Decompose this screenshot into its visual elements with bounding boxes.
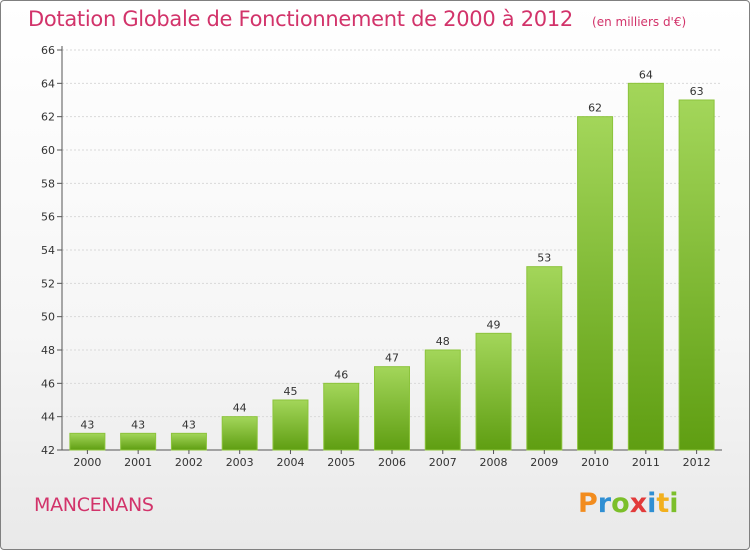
x-tick-label: 2010: [581, 456, 609, 469]
chart-subtitle: (en milliers d'€): [592, 15, 687, 29]
x-tick-label: 2002: [175, 456, 203, 469]
data-label: 43: [182, 418, 196, 431]
y-tick-label: 52: [41, 277, 55, 290]
x-tick-label: 2007: [429, 456, 457, 469]
bar: [120, 432, 157, 451]
chart-title: Dotation Globale de Fonctionnement de 20…: [28, 7, 573, 31]
y-tick-label: 66: [41, 44, 55, 57]
y-tick-label: 48: [41, 344, 55, 357]
bar: [272, 399, 309, 451]
data-label: 62: [588, 102, 602, 115]
logo-letter: i: [669, 488, 679, 519]
x-tick-label: 2006: [378, 456, 406, 469]
x-tick-label: 2012: [683, 456, 711, 469]
bar: [475, 332, 512, 451]
logo-letter: P: [578, 488, 598, 519]
x-tick-label: 2000: [73, 456, 101, 469]
data-label: 63: [690, 85, 704, 98]
data-label: 64: [639, 68, 653, 81]
y-tick-label: 46: [41, 377, 55, 390]
data-label: 44: [233, 402, 247, 415]
x-tick-label: 2005: [327, 456, 355, 469]
data-label: 45: [283, 385, 297, 398]
y-tick-label: 50: [41, 311, 55, 324]
bar: [374, 366, 410, 451]
x-tick-label: 2011: [632, 456, 660, 469]
y-tick-label: 62: [41, 111, 55, 124]
bar: [424, 349, 461, 451]
logo-letter: x: [629, 488, 648, 519]
title-row: Dotation Globale de Fonctionnement de 20…: [28, 7, 686, 31]
y-tick-label: 54: [41, 244, 55, 257]
bar: [577, 116, 614, 451]
y-tick-label: 56: [41, 211, 55, 224]
bar: [627, 82, 664, 451]
x-tick-label: 2008: [480, 456, 508, 469]
proxiti-logo[interactable]: Proxiti: [578, 488, 679, 519]
data-label: 53: [537, 252, 551, 265]
bar: [678, 99, 715, 451]
data-label: 47: [385, 352, 399, 365]
data-label: 49: [487, 318, 501, 331]
bar: [221, 416, 258, 451]
logo-letter: i: [647, 488, 657, 519]
data-label: 43: [80, 418, 94, 431]
y-tick-label: 64: [41, 77, 55, 90]
logo-letter: o: [611, 488, 630, 519]
data-label: 46: [334, 368, 348, 381]
x-tick-label: 2001: [124, 456, 152, 469]
x-tick-label: 2009: [530, 456, 558, 469]
y-tick-label: 60: [41, 144, 55, 157]
bar: [323, 382, 360, 451]
data-label: 48: [436, 335, 450, 348]
x-tick-label: 2003: [226, 456, 254, 469]
town-name: MANCENANS: [34, 494, 154, 516]
bar: [526, 266, 563, 451]
logo-letter: r: [597, 488, 612, 519]
y-tick-label: 42: [41, 444, 55, 457]
y-tick-label: 44: [41, 411, 55, 424]
logo-letter: t: [656, 488, 670, 519]
x-tick-label: 2004: [276, 456, 304, 469]
data-label: 43: [131, 418, 145, 431]
bar: [69, 432, 106, 451]
y-tick-label: 58: [41, 177, 55, 190]
bar: [170, 432, 207, 451]
